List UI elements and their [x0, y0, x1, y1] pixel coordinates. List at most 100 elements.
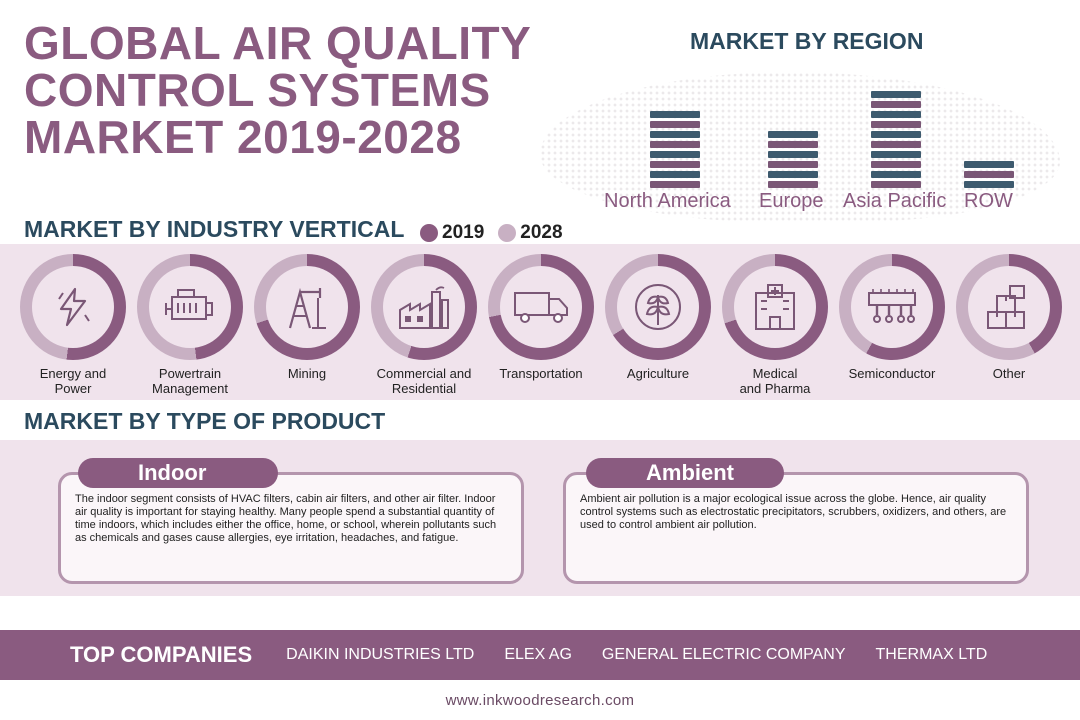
region-bar-segment: [768, 141, 818, 148]
indoor-text: The indoor segment consists of HVAC filt…: [75, 493, 497, 544]
region-bar-segment: [871, 91, 921, 98]
engine-icon: [149, 266, 231, 348]
oil-pump-icon: [266, 266, 348, 348]
industry-item: Medical and Pharma: [720, 254, 830, 396]
industry-label-line2: and Pharma: [739, 381, 811, 396]
company-elex: ELEX AG: [504, 646, 572, 663]
region-bar-segment: [871, 171, 921, 178]
region-bar-segment: [871, 141, 921, 148]
region-bar-4: [964, 158, 1014, 188]
hospital-icon: [734, 266, 816, 348]
region-bar-segment: [871, 101, 921, 108]
region-bar-3: [871, 88, 921, 188]
region-bar-segment: [768, 171, 818, 178]
company-thermax: THERMAX LTD: [875, 646, 988, 663]
top-companies-heading: TOP COMPANIES: [70, 642, 253, 667]
industry-donut: [605, 254, 711, 360]
region-bar-segment: [650, 111, 700, 118]
industry-label: Mining: [252, 366, 362, 381]
region-bar-segment: [768, 161, 818, 168]
factory-icon: [383, 266, 465, 348]
region-label: ROW: [964, 190, 1013, 212]
industry-donut: [371, 254, 477, 360]
industry-label-line1: Agriculture: [626, 366, 690, 381]
industry-label-line1: Energy and: [39, 366, 107, 381]
region-bar-segment: [650, 131, 700, 138]
industry-label-line1: Powertrain: [158, 366, 222, 381]
industry-label: Medical and Pharma: [720, 366, 830, 396]
title-line-3: MARKET 2019-2028: [24, 111, 462, 163]
legend-2028-swatch: [498, 224, 517, 242]
industry-donut: [254, 254, 360, 360]
title-line-1: GLOBAL AIR QUALITY: [24, 17, 532, 69]
industry-item: Agriculture: [603, 254, 713, 381]
industry-donut: [20, 254, 126, 360]
region-bar-segment: [871, 161, 921, 168]
industry-label: Agriculture: [603, 366, 713, 381]
region-bar-segment: [964, 181, 1014, 188]
region-bar-segment: [650, 151, 700, 158]
region-bar-segment: [650, 141, 700, 148]
region-bar-segment: [964, 171, 1014, 178]
industry-label-line2: Management: [152, 381, 228, 396]
industry-label-line1: Semiconductor: [848, 366, 936, 381]
region-bar-segment: [768, 181, 818, 188]
industry-label-line1: Other: [992, 366, 1026, 381]
legend-2019: 2019: [420, 222, 484, 244]
page-title: GLOBAL AIR QUALITY CONTROL SYSTEMS MARKE…: [24, 20, 531, 161]
industry-item: Mining: [252, 254, 362, 381]
indoor-title: Indoor: [78, 458, 278, 488]
industry-label-line1: Transportation: [499, 366, 583, 381]
ambient-card: Ambient air pollution is a major ecologi…: [563, 472, 1029, 584]
ambient-text: Ambient air pollution is a major ecologi…: [580, 493, 1007, 531]
region-label: Europe: [759, 190, 824, 212]
industry-label: Semiconductor: [837, 366, 947, 381]
industry-label: Energy and Power: [18, 366, 128, 396]
industry-label-line1: Mining: [287, 366, 327, 381]
industry-label: Commercial and Residential: [369, 366, 479, 396]
industry-donut: [722, 254, 828, 360]
company-ge: GENERAL ELECTRIC COMPANY: [601, 646, 846, 663]
indoor-card: The indoor segment consists of HVAC filt…: [58, 472, 524, 584]
industry-item: Transportation: [486, 254, 596, 381]
truck-icon: [500, 266, 582, 348]
legend-2019-label: 2019: [442, 222, 485, 243]
region-bar-1: [650, 108, 700, 188]
industry-label-line1: Commercial and: [376, 366, 472, 381]
industry-item: Energy and Power: [18, 254, 128, 396]
region-heading: MARKET BY REGION: [690, 28, 924, 54]
region-bar-segment: [871, 111, 921, 118]
region-bar-segment: [650, 171, 700, 178]
footer-url[interactable]: www.inkwoodresearch.com: [445, 692, 635, 709]
industry-donut: [956, 254, 1062, 360]
region-label: North America: [604, 190, 731, 212]
region-bar-segment: [871, 151, 921, 158]
legend-2028: 2028: [498, 222, 563, 244]
year-legend: 2019 2028: [420, 222, 569, 244]
industry-item: Commercial and Residential: [369, 254, 479, 396]
industry-label: Transportation: [486, 366, 596, 381]
legend-2019-swatch: [420, 224, 438, 242]
product-heading: MARKET BY TYPE OF PRODUCT: [24, 408, 386, 434]
region-bar-2: [768, 128, 818, 188]
plant-icon: [617, 266, 699, 348]
boxes-icon: [968, 266, 1050, 348]
ambient-title: Ambient: [586, 458, 784, 488]
industry-donut: [839, 254, 945, 360]
region-bar-segment: [650, 121, 700, 128]
industry-label-line2: Power: [54, 381, 92, 396]
title-line-2: CONTROL SYSTEMS: [24, 64, 491, 116]
industry-item: Powertrain Management: [135, 254, 245, 396]
region-label: Asia Pacific: [843, 190, 947, 212]
region-bar-segment: [964, 161, 1014, 168]
region-bar-segment: [768, 131, 818, 138]
region-bar-segment: [871, 131, 921, 138]
chip-icon: [851, 266, 933, 348]
region-bar-segment: [768, 151, 818, 158]
industry-label-line1: Medical: [752, 366, 798, 381]
legend-2028-label: 2028: [520, 222, 563, 243]
industry-item: Other: [954, 254, 1064, 381]
lightning-icon: [32, 266, 114, 348]
industry-heading: MARKET BY INDUSTRY VERTICAL: [24, 216, 405, 242]
industry-label: Other: [954, 366, 1064, 381]
